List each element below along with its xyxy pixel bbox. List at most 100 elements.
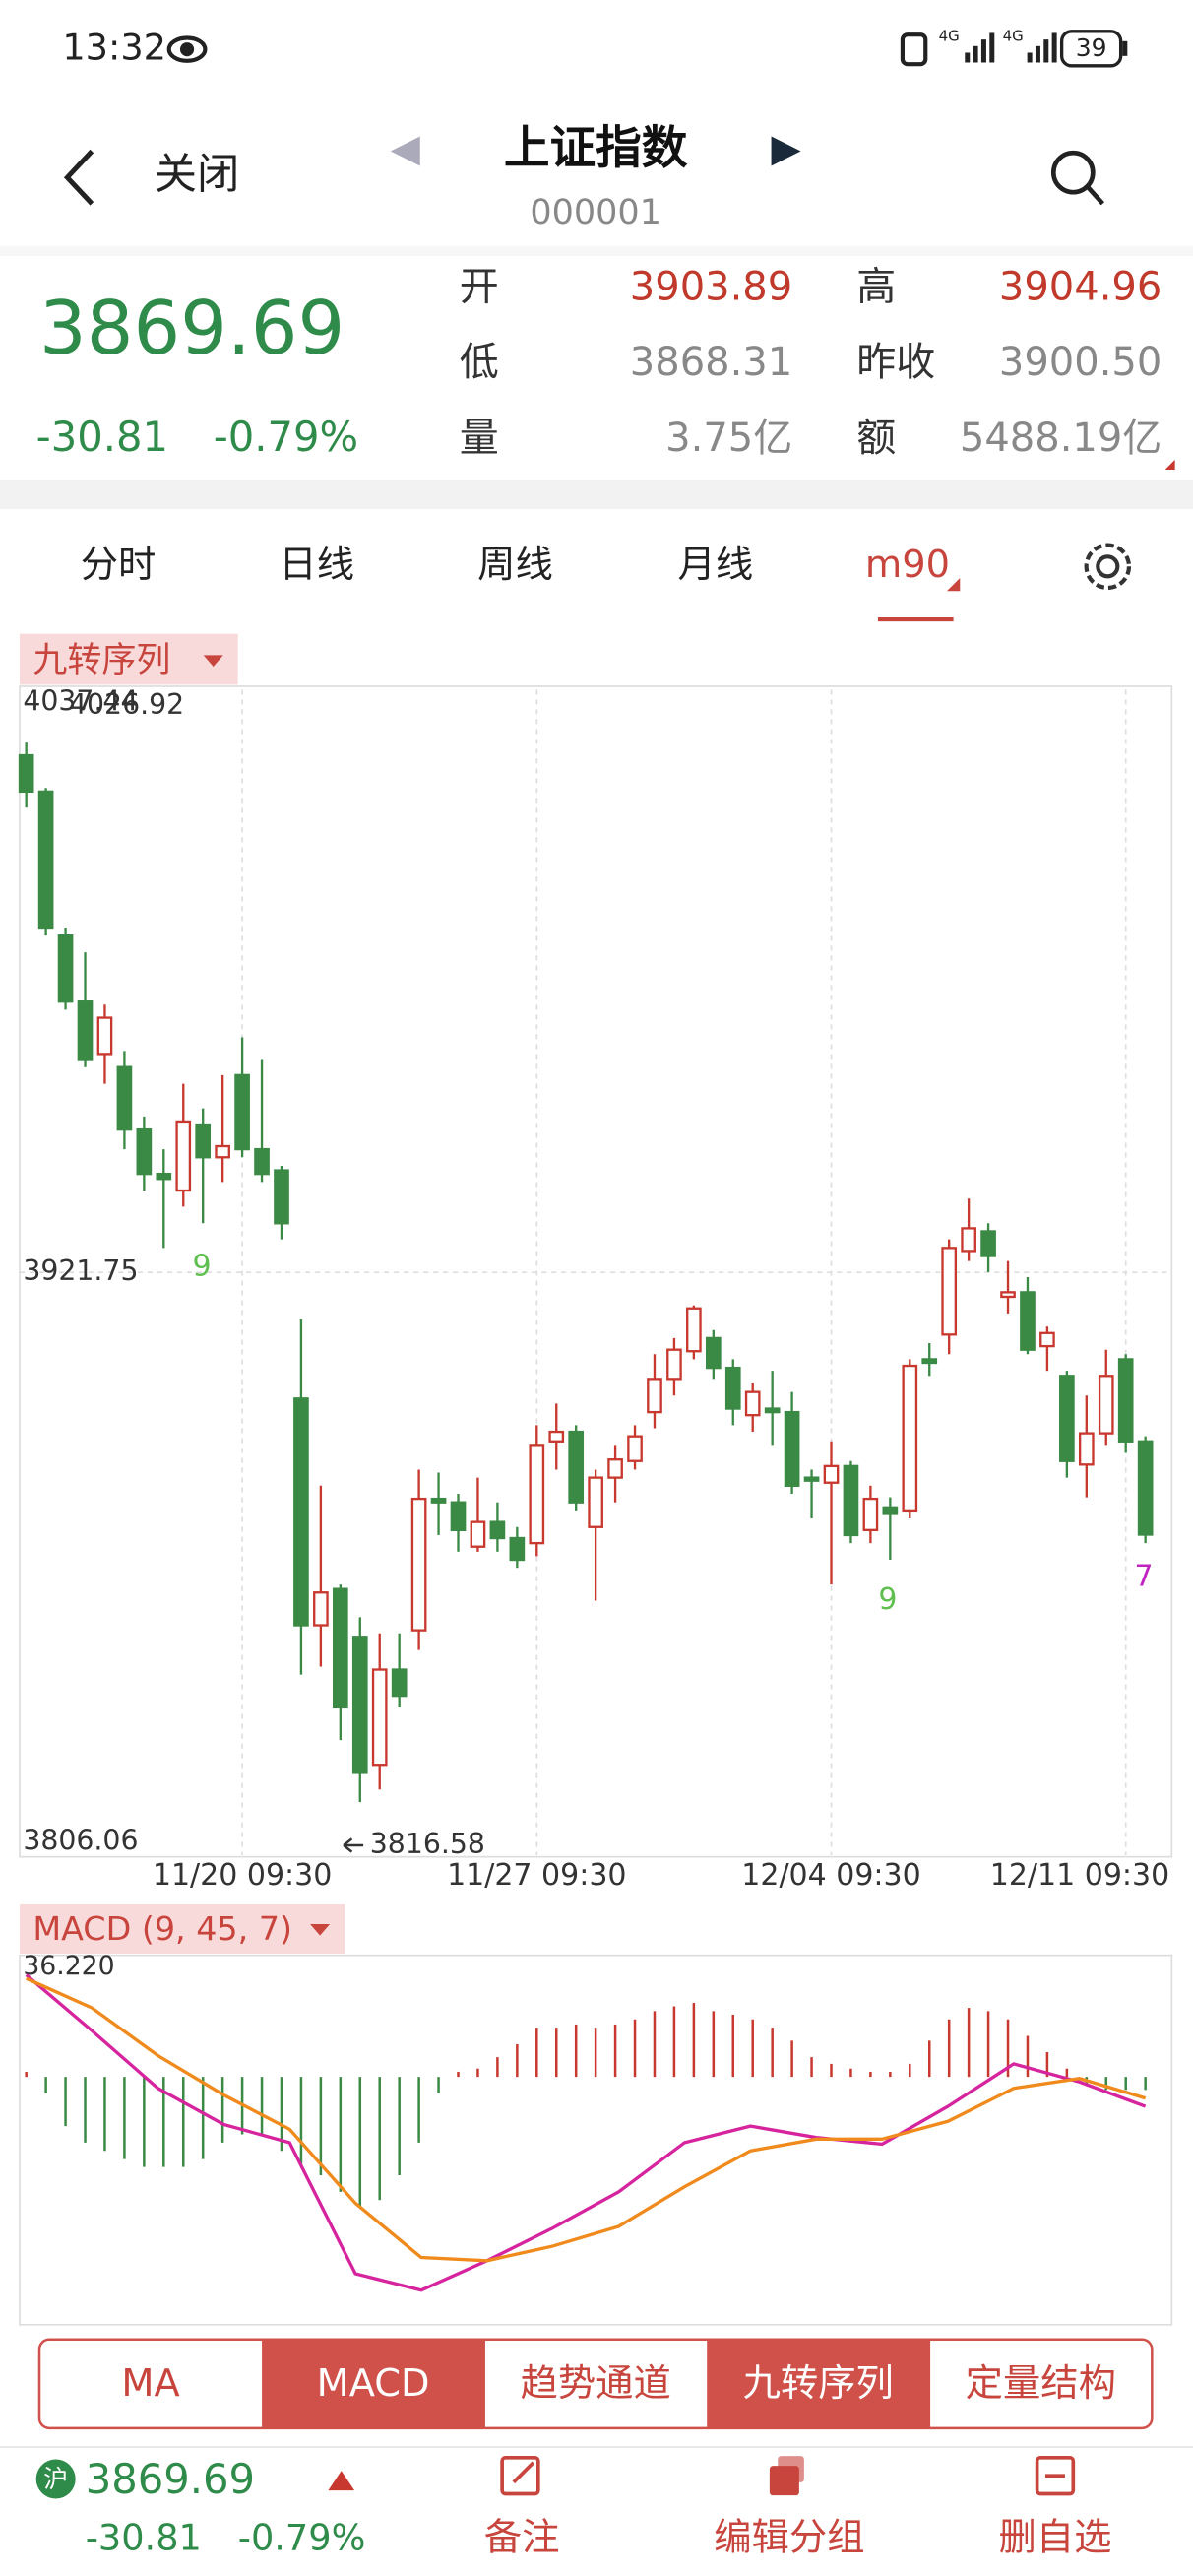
candle-body (784, 1410, 800, 1487)
period-tab[interactable]: m90 (865, 543, 950, 587)
footer-actions: 备注 编辑分组 删自选 (484, 2516, 1112, 2560)
active-underline (877, 616, 954, 622)
signal-label: 7 (1134, 1560, 1153, 1594)
macd-line (25, 1976, 1147, 2263)
signal-label: 9 (193, 1250, 212, 1284)
signal-label: 9 (878, 1582, 897, 1617)
candle-body (902, 1364, 918, 1513)
candle-body (764, 1407, 781, 1414)
x-tick-label: 12/04 09:30 (741, 1858, 920, 1893)
indicator-button[interactable]: MACD (317, 2361, 430, 2406)
candle-body (293, 1397, 309, 1627)
candle-body (489, 1520, 506, 1540)
candle-body (1117, 1358, 1134, 1443)
x-tick-label: 11/20 09:30 (153, 1858, 332, 1893)
macd-chart: 36.220 (23, 1951, 1147, 2292)
candle-body (410, 1497, 427, 1632)
candle-body (274, 1169, 289, 1225)
candle-body (450, 1501, 467, 1531)
remove-icon[interactable] (1035, 2455, 1076, 2496)
candle-body (96, 1016, 113, 1056)
candle-body (57, 934, 74, 1003)
candle-body (1137, 1440, 1154, 1536)
candle-body (391, 1668, 408, 1698)
tab-corner (946, 577, 961, 592)
index-title: 上证指数 (504, 122, 688, 175)
candle-body (116, 1065, 133, 1131)
candle-body (156, 1172, 172, 1181)
candle-body (430, 1497, 447, 1504)
candle-body (529, 1444, 545, 1545)
candle-body (351, 1636, 368, 1774)
svg-text:4G: 4G (939, 27, 960, 44)
x-tick-label: 12/11 09:30 (990, 1858, 1169, 1893)
button-active-bg (707, 2339, 930, 2428)
period-tabs: 分时 日线 周线 月线 m90 (81, 543, 961, 622)
y-tick-label: 3921.75 (23, 1255, 138, 1287)
candle-chart: 4037.44 3921.75 3806.06 11/20 09:30 11/27 09… (18, 685, 1172, 1893)
price-change-pct: -0.79% (214, 413, 358, 461)
candle-body (568, 1430, 585, 1504)
candle-body (588, 1476, 603, 1528)
candle-body (195, 1123, 212, 1159)
footer-price: 3869.69 (86, 2455, 255, 2503)
price-change: -30.81 (36, 413, 168, 461)
field-label: 开 (460, 265, 499, 310)
group-icon[interactable] (769, 2456, 804, 2496)
dropdown-arrow (310, 1924, 331, 1936)
indicator-button[interactable]: 九转序列 (743, 2361, 894, 2406)
field-label: 低 (460, 340, 499, 385)
candle-body (627, 1435, 643, 1462)
candle-body (371, 1668, 388, 1767)
indicator-button[interactable]: MA (121, 2361, 179, 2406)
candle-body (136, 1127, 153, 1176)
period-tab[interactable]: 月线 (678, 543, 754, 587)
indicator-tag[interactable] (20, 633, 238, 685)
eye-icon (166, 35, 208, 63)
back-icon[interactable] (63, 149, 94, 206)
field-value: 5488.19亿 (960, 416, 1162, 461)
footer-divider (0, 2446, 1193, 2448)
period-tab[interactable]: 日线 (279, 543, 354, 587)
footer-action[interactable]: 删自选 (998, 2516, 1111, 2560)
min-arrow (343, 1837, 364, 1853)
prev-arrow[interactable] (390, 136, 420, 166)
period-tab[interactable]: 分时 (81, 543, 157, 587)
candle-body (647, 1378, 662, 1414)
last-price: 3869.69 (39, 285, 345, 371)
candle-body (1000, 1291, 1016, 1299)
candle-body (18, 753, 34, 794)
candle-body (724, 1366, 741, 1410)
candle-body (843, 1464, 859, 1537)
battery-level: 39 (1076, 33, 1107, 62)
indicator-button[interactable]: 定量结构 (966, 2361, 1116, 2406)
candle-body (921, 1358, 938, 1365)
settings-icon[interactable] (1084, 543, 1132, 591)
candle-body (470, 1520, 486, 1548)
field-value: 3.75亿 (665, 416, 792, 461)
candle-body (803, 1476, 820, 1482)
search-icon[interactable] (1050, 150, 1105, 206)
indicator-buttons: MA MACD 趋势通道 九转序列 定量结构 (37, 2338, 1154, 2430)
note-icon[interactable] (500, 2455, 540, 2496)
indicator-tag-label: 九转序列 (32, 641, 170, 680)
close-button[interactable]: 关闭 (155, 151, 240, 200)
macd-tag[interactable] (20, 1904, 345, 1955)
y-tick-label: 4037.44 (23, 685, 138, 718)
battery-tip (1122, 40, 1128, 56)
button-active-bg (262, 2339, 485, 2428)
candle-body (961, 1227, 976, 1253)
candle-body (823, 1464, 840, 1484)
next-arrow[interactable] (771, 136, 801, 166)
period-tab[interactable]: 周线 (477, 543, 553, 587)
footer-action[interactable]: 编辑分组 (714, 2516, 864, 2560)
candle-body (313, 1591, 329, 1627)
field-label: 昨收 (856, 340, 935, 385)
footer-action[interactable]: 备注 (484, 2516, 560, 2560)
indicator-button[interactable]: 趋势通道 (521, 2361, 671, 2406)
candle-body (744, 1390, 761, 1417)
candle-body (215, 1144, 230, 1159)
candle-body (705, 1336, 722, 1370)
macd-line (25, 1973, 1147, 2292)
divider (0, 479, 1193, 509)
